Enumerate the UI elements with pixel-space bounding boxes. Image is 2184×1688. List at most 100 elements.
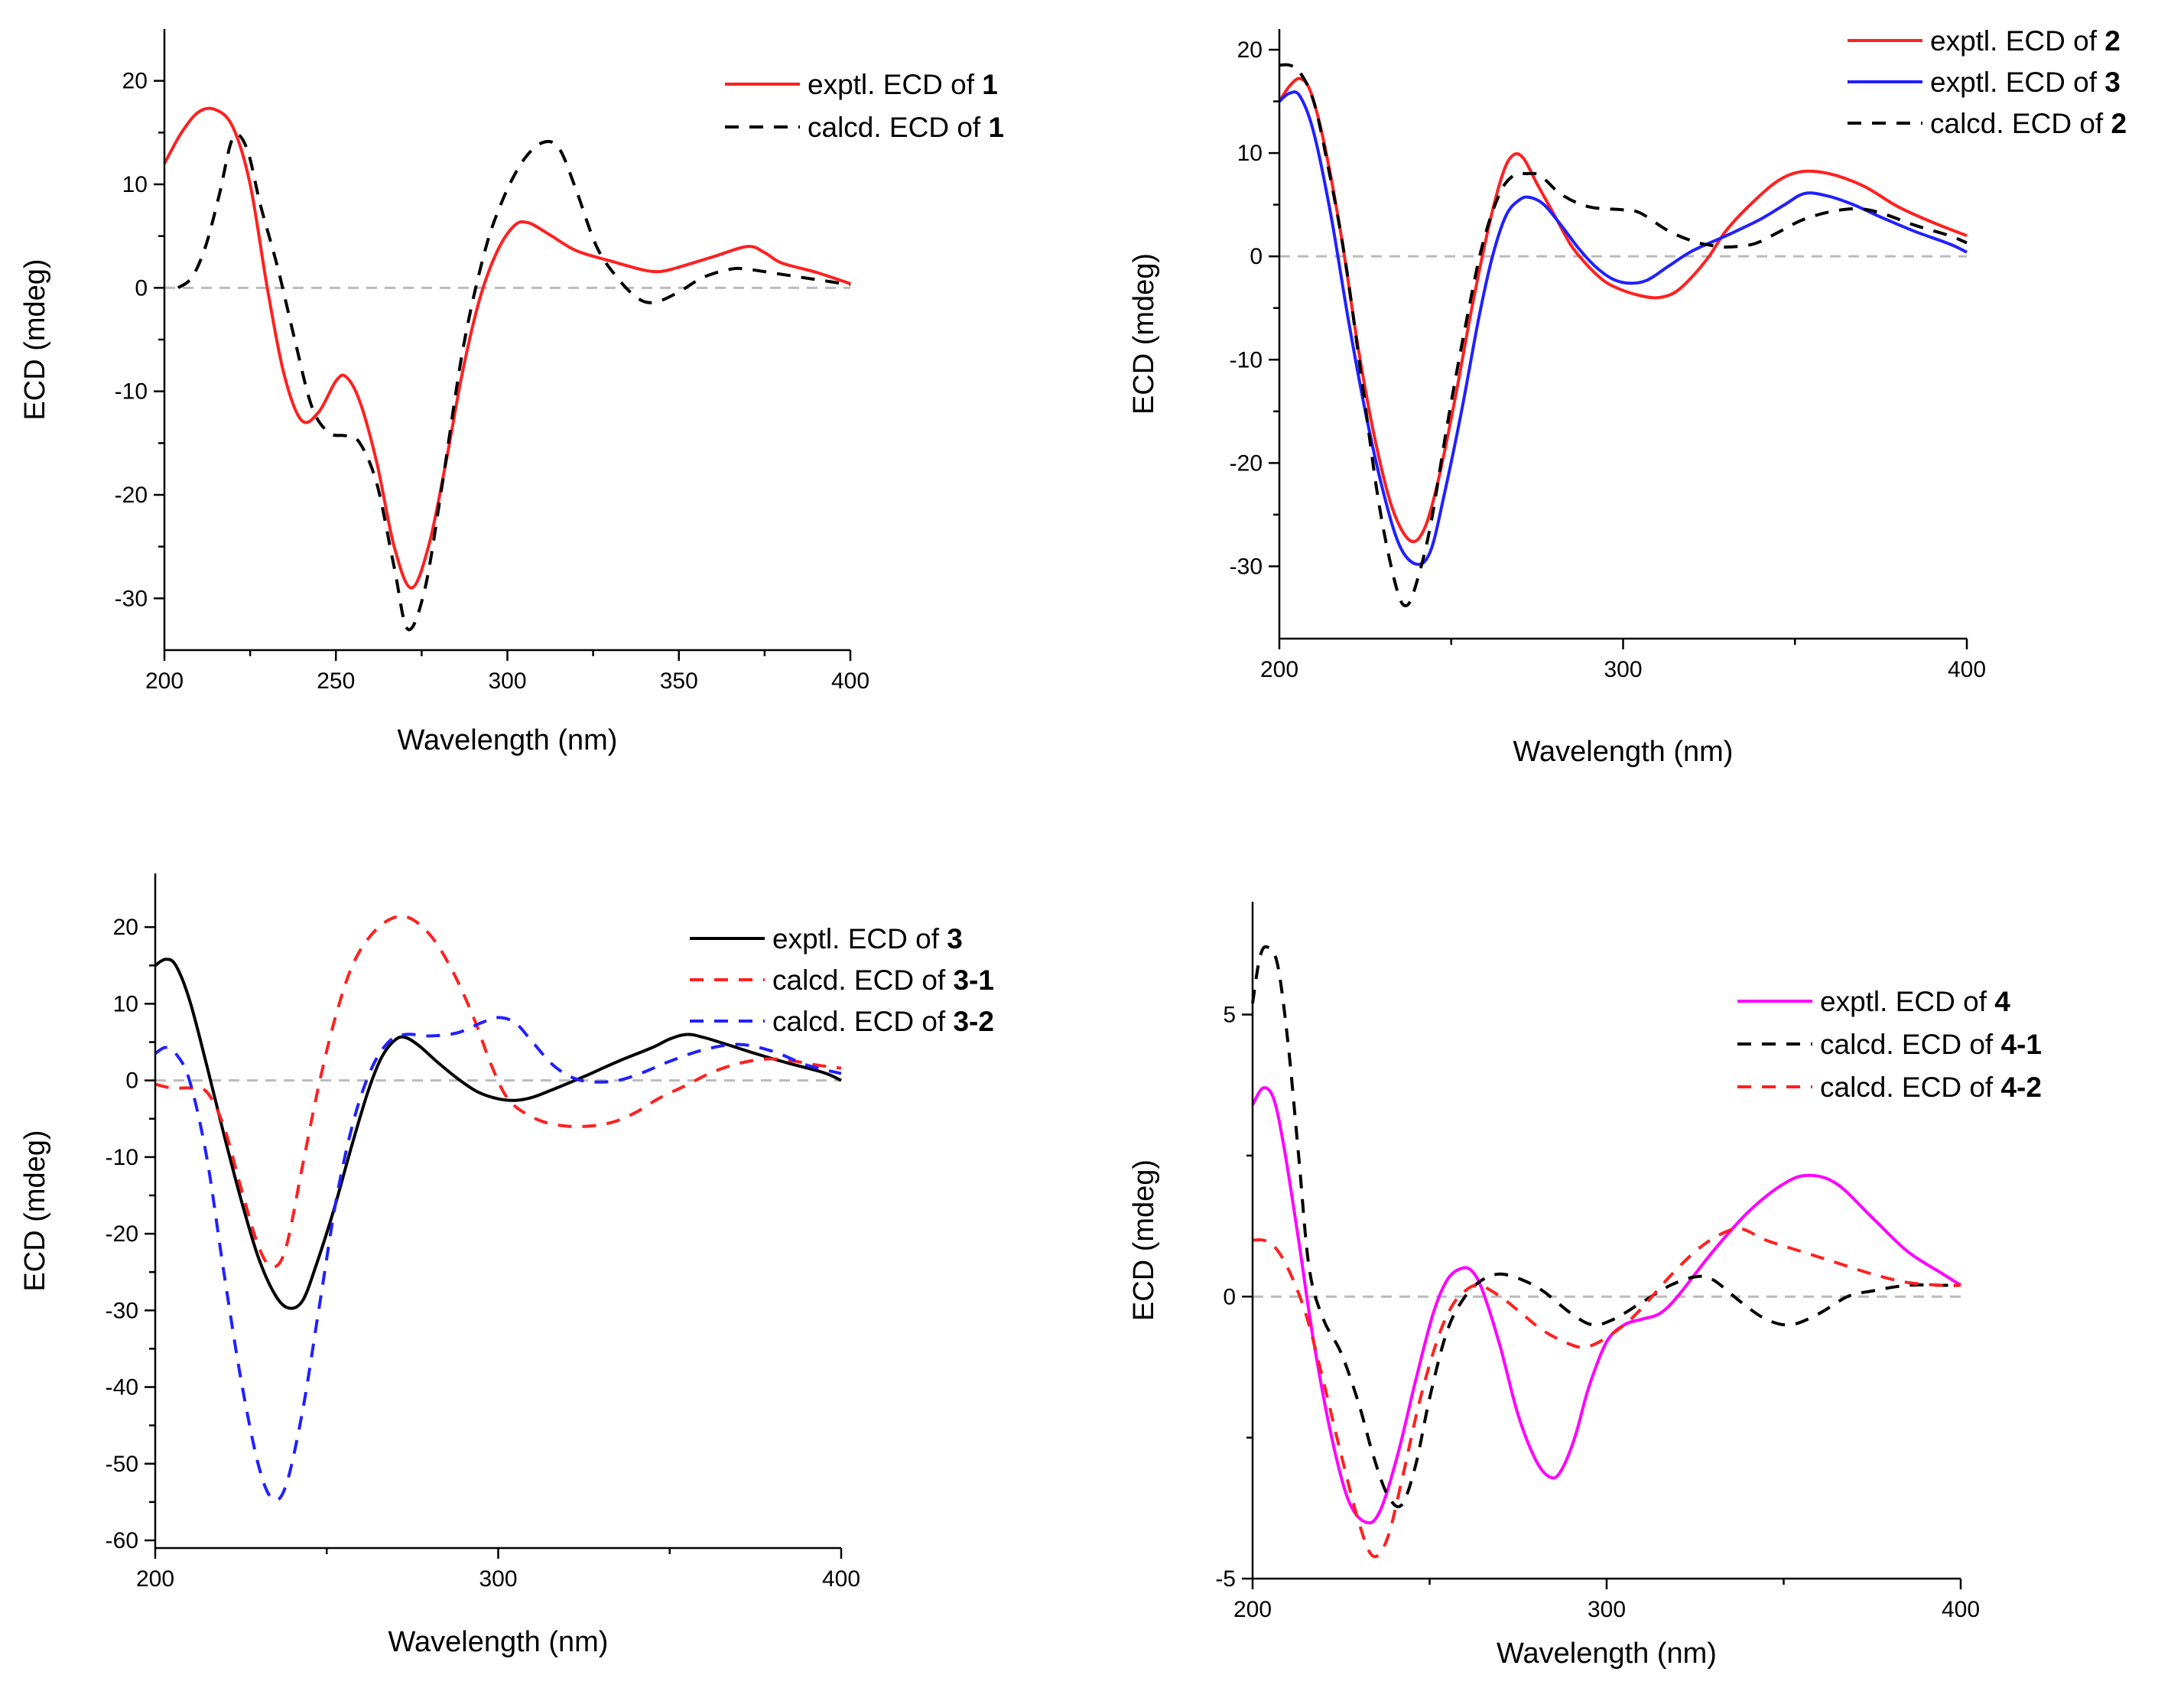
y-tick-label: 10	[122, 172, 148, 197]
legend-label: exptl. ECD of 3	[772, 923, 963, 955]
y-axis-title: ECD (mdeg)	[19, 1130, 51, 1291]
legend-compound: 3-1	[953, 964, 993, 996]
legend-prefix: calcd. ECD of	[1820, 1072, 2000, 1103]
series-line-2	[1251, 945, 1961, 1508]
chart-panel-2: 200 300 400 20 10 0 -10 -20 -30 Wavelength (nm) EC…	[1109, 0, 2184, 844]
x-axis-title: Wavelength (nm)	[388, 1626, 609, 1658]
legend-compound: 1	[988, 112, 1004, 143]
legend-compound: 4-1	[2000, 1029, 2041, 1060]
series-line-3	[154, 1016, 842, 1502]
series-line-1	[154, 958, 842, 1310]
legend-label: calcd. ECD of 4-2	[1820, 1072, 2042, 1103]
legend-compound: 2	[2104, 25, 2121, 57]
y-tick-label: 0	[135, 275, 148, 301]
y-tick-label: 20	[113, 915, 138, 940]
x-tick-label: 350	[660, 668, 698, 694]
y-tick-label: 20	[122, 69, 148, 94]
x-tick-label: 400	[1942, 1597, 1980, 1622]
y-axis-title: ECD (mdeg)	[1128, 1159, 1160, 1321]
x-tick-label: 400	[1948, 657, 1986, 682]
series-line-3	[1279, 63, 1968, 607]
y-tick-label: -30	[1230, 554, 1263, 579]
y-tick-label: -20	[115, 483, 148, 508]
y-tick-label: -30	[106, 1298, 138, 1323]
legend-compound: 4-2	[2000, 1072, 2041, 1103]
x-tick-label: 200	[145, 668, 184, 694]
y-tick-label: -10	[1230, 347, 1263, 372]
legend-label: exptl. ECD of 4	[1820, 986, 2010, 1017]
legend-prefix: exptl. ECD of	[772, 923, 947, 955]
y-tick-label: -20	[1230, 450, 1263, 476]
legend-label: calcd. ECD of 3-1	[772, 964, 994, 996]
y-tick-label: -10	[115, 379, 148, 405]
legend-label: exptl. ECD of 3	[1930, 67, 2121, 98]
series-line-2	[154, 914, 842, 1269]
legend-label: calcd. ECD of 4-1	[1820, 1029, 2042, 1060]
series-line-1	[1278, 76, 1968, 544]
x-tick-label: 300	[1588, 1597, 1626, 1622]
legend-prefix: exptl. ECD of	[808, 69, 982, 100]
y-tick-label: -60	[106, 1528, 138, 1553]
x-tick-label: 250	[317, 668, 355, 694]
series-line-2	[1278, 90, 1968, 566]
y-tick-label: -30	[115, 586, 148, 611]
legend-label: exptl. ECD of 2	[1930, 25, 2121, 57]
y-axis-title: ECD (mdeg)	[19, 259, 51, 420]
legend-compound: 3	[947, 923, 963, 955]
y-tick-label: 20	[1237, 37, 1263, 63]
y-tick-label: 0	[1223, 1284, 1236, 1309]
y-tick-label: 10	[1237, 141, 1263, 166]
x-tick-label: 200	[1233, 1597, 1272, 1622]
chart-panel-3: 200 300 400 20 10 0 -10 -20 -30 -40 -50 -60 Waveleng…	[0, 844, 1092, 1688]
legend-label: calcd. ECD of 1	[808, 112, 1004, 143]
x-tick-label: 200	[136, 1566, 174, 1592]
y-tick-label: 10	[113, 991, 138, 1016]
legend-prefix: calcd. ECD of	[808, 112, 988, 143]
legend-label: exptl. ECD of 1	[808, 69, 998, 100]
y-axis-title: ECD (mdeg)	[1128, 253, 1160, 415]
x-axis-title: Wavelength (nm)	[1513, 736, 1734, 768]
y-tick-label: -50	[106, 1452, 138, 1477]
ecd-chart-1: 200 250 300 350 400 20 10 0 -10 -20 -30 Wavelength …	[19, 29, 1004, 756]
legend-compound: 4	[1994, 986, 2010, 1017]
legend-prefix: calcd. ECD of	[1930, 108, 2111, 139]
series-line-1	[163, 106, 851, 590]
series-line-2	[177, 132, 851, 632]
legend-compound: 3	[2104, 67, 2121, 98]
x-tick-label: 300	[488, 668, 526, 694]
ecd-chart-3: 200 300 400 20 10 0 -10 -20 -30 -40 -50 -60 Waveleng…	[19, 873, 994, 1658]
x-axis-title: Wavelength (nm)	[1497, 1638, 1717, 1670]
legend-prefix: exptl. ECD of	[1820, 986, 1994, 1017]
x-tick-label: 200	[1260, 657, 1298, 682]
legend-prefix: calcd. ECD of	[772, 1006, 953, 1037]
chart-panel-4: 200 300 400 5 0 -5 Wavelength (nm) ECD (mdeg) ex…	[1109, 844, 2184, 1688]
x-tick-label: 400	[822, 1566, 860, 1592]
chart-panel-1: 200 250 300 350 400 20 10 0 -10 -20 -30 Wavelength …	[0, 0, 1092, 844]
ecd-chart-4: 200 300 400 5 0 -5 Wavelength (nm) ECD (mdeg) ex…	[1128, 902, 2042, 1670]
y-tick-label: -10	[106, 1145, 138, 1170]
legend-prefix: exptl. ECD of	[1930, 67, 2104, 98]
y-tick-label: -20	[106, 1221, 138, 1247]
legend-prefix: calcd. ECD of	[772, 964, 953, 996]
y-tick-label: 5	[1223, 1003, 1236, 1028]
y-tick-label: -40	[106, 1375, 138, 1400]
y-tick-label: 0	[125, 1068, 138, 1094]
legend-compound: 3-2	[953, 1006, 993, 1037]
legend-label: calcd. ECD of 2	[1930, 108, 2127, 139]
x-tick-label: 400	[831, 668, 869, 694]
x-tick-label: 300	[1604, 657, 1642, 682]
legend-label: calcd. ECD of 3-2	[772, 1006, 994, 1037]
legend-compound: 2	[2111, 108, 2127, 139]
y-tick-label: -5	[1215, 1566, 1236, 1592]
x-axis-title: Wavelength (nm)	[398, 724, 618, 756]
y-tick-label: 0	[1250, 244, 1263, 269]
series-line-1	[1251, 1086, 1962, 1525]
legend-compound: 1	[982, 69, 998, 100]
legend-prefix: calcd. ECD of	[1820, 1029, 2000, 1060]
legend: exptl. ECD of 2 exptl. ECD of 3 calcd. ECD…	[1848, 25, 2127, 139]
x-tick-label: 300	[479, 1566, 517, 1592]
series-line-3	[1252, 1227, 1961, 1559]
